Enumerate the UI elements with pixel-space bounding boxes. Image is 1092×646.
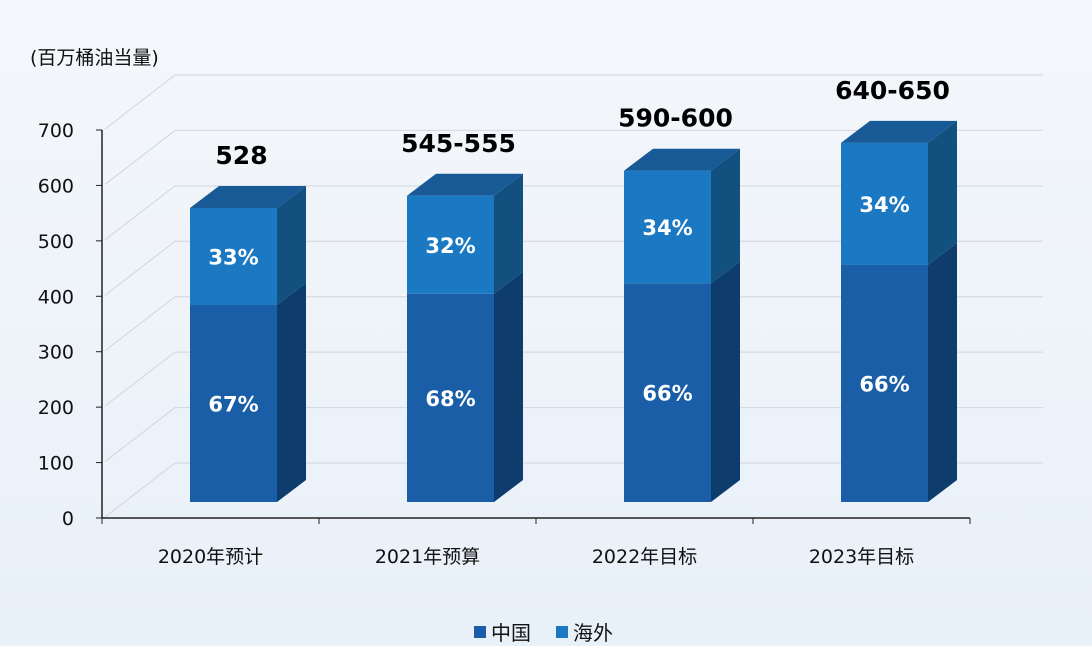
bar-top [407, 173, 523, 196]
bar-segment-front [624, 170, 711, 284]
bar-segment-side [494, 173, 523, 294]
y-tick-label: 300 [38, 342, 74, 364]
category-label: 2023年目标 [809, 546, 914, 568]
bar-segment-front [841, 264, 928, 502]
percent-label: 68% [425, 387, 475, 411]
gridline-diagonal [104, 185, 176, 241]
gridline-diagonal [104, 462, 176, 518]
y-tick-label: 600 [38, 175, 74, 197]
y-tick-label: 700 [38, 120, 74, 142]
total-label: 545-555 [401, 129, 516, 158]
bar-segment-front [841, 142, 928, 265]
percent-label: 66% [859, 372, 909, 396]
total-label: 590-600 [618, 104, 733, 133]
gridline-diagonal [104, 240, 176, 296]
bars: 67% 33% 528 2020年预计 68% 32% 545-555 2021年预算 66% 3… [158, 76, 957, 568]
bar-segment-side [928, 242, 957, 502]
legend-label: 中国 [491, 621, 531, 645]
gridline-diagonal [104, 296, 176, 352]
gridline-diagonal [104, 74, 176, 130]
bar-segment-side [928, 120, 957, 265]
y-tick-label: 200 [38, 397, 74, 419]
category-label: 2020年预计 [158, 546, 263, 568]
bar-segment-side [277, 186, 306, 306]
legend-label: 海外 [573, 621, 613, 645]
y-tick-label: 100 [38, 453, 74, 475]
bar-segment-side [277, 283, 306, 502]
legend: 中国 海外 [474, 621, 613, 645]
bar-segment-front [190, 305, 277, 502]
category-label: 2021年预算 [375, 546, 480, 568]
legend-swatch [556, 626, 568, 638]
percent-label: 67% [208, 393, 258, 417]
bar-segment-front [624, 283, 711, 502]
legend-swatch [474, 626, 486, 638]
bar-segment-front [190, 208, 277, 306]
bar-group: 67% 33% 528 2020年预计 [158, 141, 306, 568]
bar-group: 68% 32% 545-555 2021年预算 [375, 129, 523, 568]
bar-top [841, 120, 957, 143]
bar-segment-side [711, 261, 740, 502]
gridline-diagonal [104, 407, 176, 462]
bar-top [190, 186, 306, 208]
bar-segment-side [711, 148, 740, 284]
bar-segment-front [407, 293, 494, 502]
y-tick-label: 400 [38, 286, 74, 308]
y-axis-label: (百万桶油当量) [30, 47, 159, 69]
percent-label: 34% [859, 193, 909, 217]
bar-segment-side [494, 271, 523, 502]
percent-label: 33% [208, 246, 258, 270]
bar-top [624, 148, 740, 171]
percent-label: 66% [642, 382, 692, 406]
percent-label: 34% [642, 216, 692, 240]
y-tick-label: 0 [62, 508, 74, 530]
bar-segment-front [407, 195, 494, 294]
percent-label: 32% [425, 234, 475, 258]
gridline-diagonal [104, 130, 176, 185]
bar-group: 66% 34% 590-600 2022年目标 [592, 104, 740, 568]
total-label: 528 [215, 141, 267, 170]
y-tick-label: 500 [38, 231, 74, 253]
gridline-diagonal [104, 351, 176, 407]
total-label: 640-650 [835, 76, 950, 105]
bar-group: 66% 34% 640-650 2023年目标 [809, 76, 957, 568]
axes: 0 100 200 300 400 500 600 700 [38, 120, 971, 530]
category-label: 2022年目标 [592, 546, 697, 568]
